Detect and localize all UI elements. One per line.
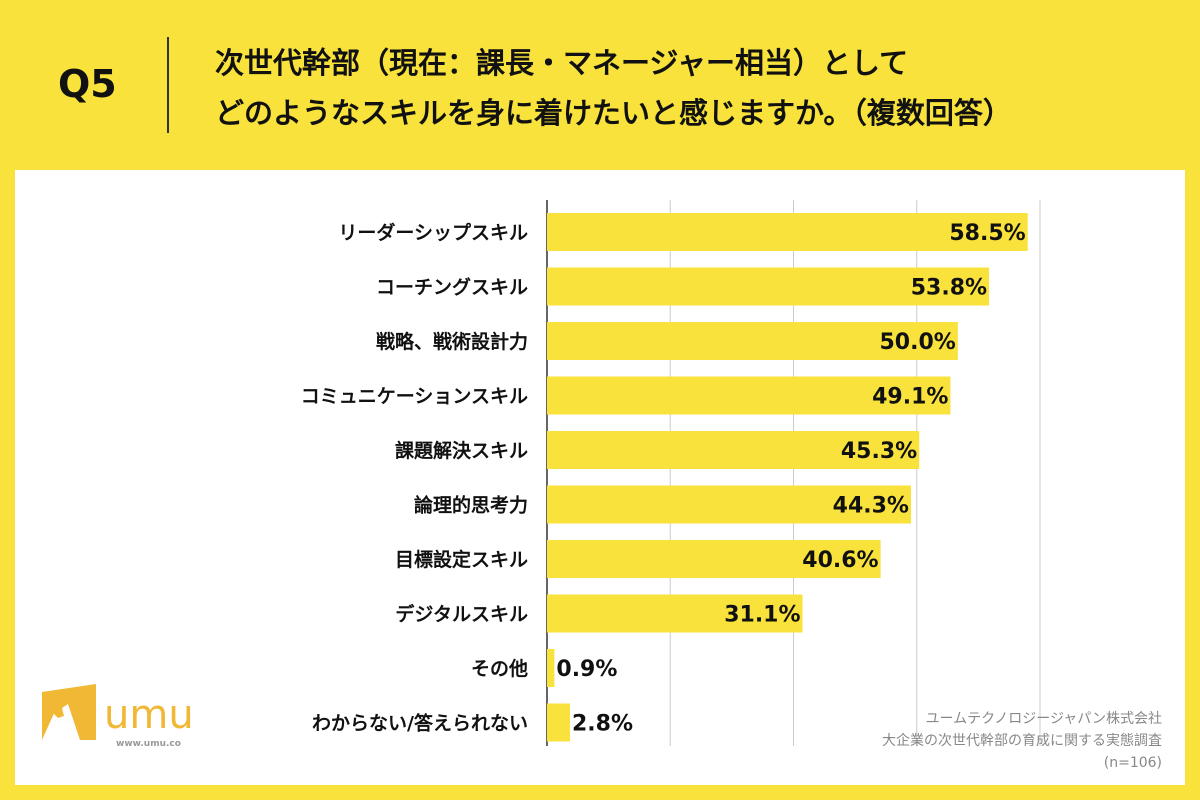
data-label: 0.9% (556, 657, 617, 682)
title-line-1: 次世代幹部（現在：課長・マネージャー相当）として (215, 46, 909, 80)
bar (547, 540, 881, 578)
source-note: ユームテクノロジージャパン株式会社 大企業の次世代幹部の育成に関する実態調査 (… (882, 708, 1162, 774)
category-label: その他 (471, 657, 528, 680)
divider (167, 37, 169, 133)
category-label: 戦略、戦術設計力 (376, 330, 528, 353)
bar (547, 431, 920, 469)
umu-logo: umu www.umu.co (40, 682, 200, 756)
data-label: 2.8% (572, 712, 633, 737)
page-title: 次世代幹部（現在：課長・マネージャー相当）として どのようなスキルを身に着けたい… (215, 38, 1012, 138)
bar (547, 703, 571, 742)
data-label: 49.1% (872, 385, 948, 410)
source-survey: 大企業の次世代幹部の育成に関する実態調査 (882, 733, 1162, 749)
data-label: 45.3% (841, 439, 917, 464)
bar (547, 213, 1028, 251)
bar (547, 485, 911, 524)
category-label: 目標設定スキル (395, 548, 528, 571)
source-company: ユームテクノロジージャパン株式会社 (925, 711, 1162, 727)
data-label: 50.0% (880, 330, 956, 355)
data-label: 40.6% (802, 548, 878, 573)
data-label: 58.5% (949, 221, 1025, 246)
category-label: 論理的思考力 (414, 494, 528, 517)
data-label: 44.3% (833, 494, 909, 519)
category-label: リーダーシップスキル (338, 221, 528, 244)
category-label: 課題解決スキル (395, 439, 528, 462)
bar (547, 594, 803, 633)
giraffe-logo-icon: umu www.umu.co (42, 684, 194, 749)
category-label: コーチングスキル (376, 276, 528, 299)
bar (547, 376, 951, 415)
title-line-2: どのようなスキルを身に着けたいと感じますか。（複数回答） (215, 96, 1012, 130)
data-label: 31.1% (724, 603, 800, 628)
bar (547, 322, 958, 360)
category-label: コミュニケーションスキル (301, 386, 528, 408)
logo-url: www.umu.co (116, 739, 181, 749)
category-label: デジタルスキル (395, 603, 528, 626)
bar (547, 649, 555, 687)
bar (547, 267, 990, 306)
data-label: 53.8% (911, 276, 987, 301)
category-label: わからない/答えられない (312, 712, 528, 735)
logo-text: umu (104, 692, 194, 738)
sample-size: (n=106) (1103, 755, 1162, 771)
question-number: Q5 (58, 62, 117, 106)
